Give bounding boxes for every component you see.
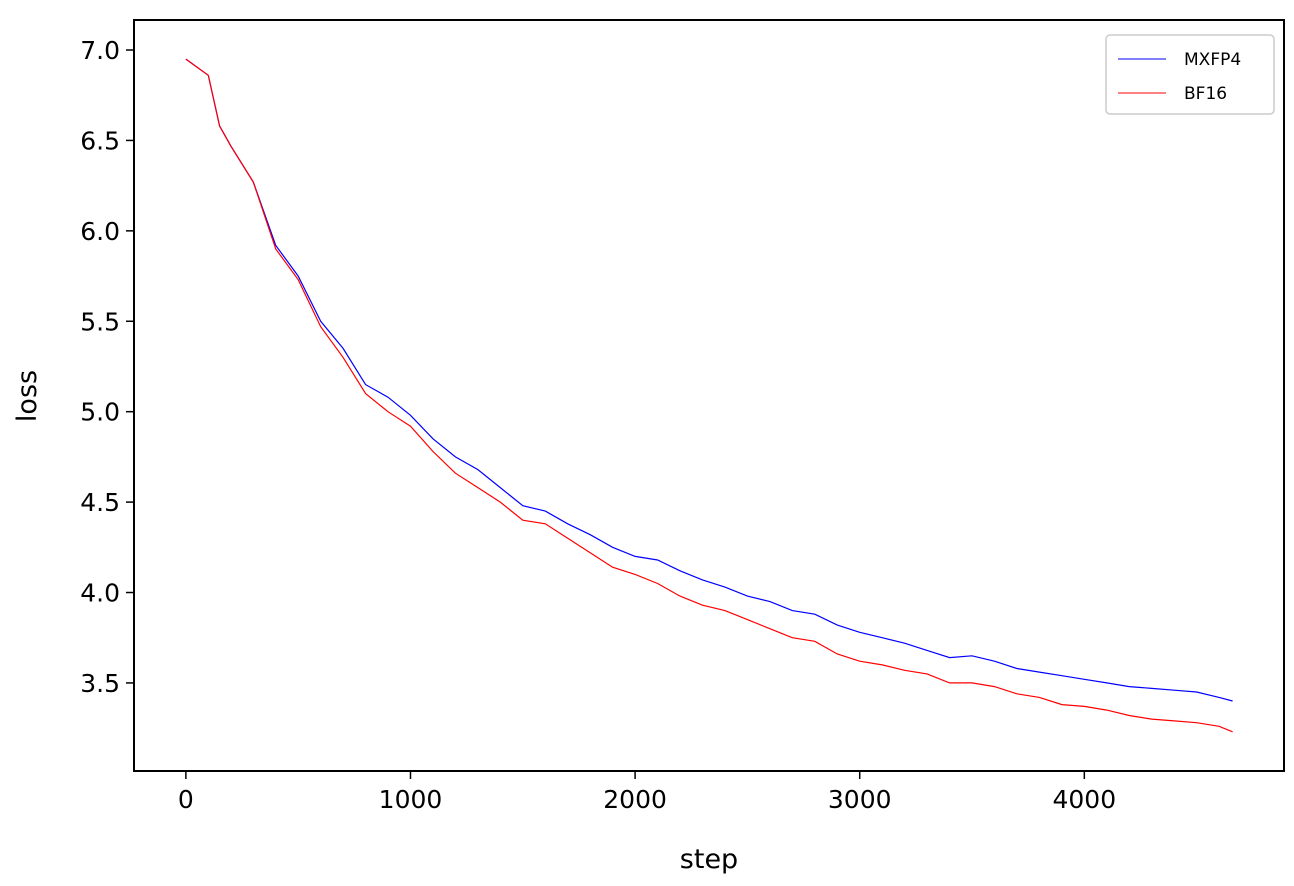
y-axis-label: loss: [12, 370, 43, 422]
y-tick-label: 5.5: [80, 307, 120, 336]
legend-box: [1105, 34, 1275, 115]
legend-label-mxfp4: MXFP4: [1184, 50, 1241, 70]
x-tick-label: 3000: [828, 785, 892, 814]
series-line-mxfp4: [185, 58, 1233, 702]
y-tick-label: 4.0: [80, 579, 120, 608]
x-tick-label: 1000: [379, 785, 443, 814]
y-tick-label: 4.5: [80, 488, 120, 517]
series-line-bf16: [185, 58, 1233, 733]
x-tick-label: 4000: [1053, 785, 1117, 814]
x-axis-label: step: [680, 844, 738, 875]
legend-label-bf16: BF16: [1184, 84, 1227, 104]
y-tick-label: 7.0: [80, 36, 120, 65]
y-tick-label: 3.5: [80, 669, 120, 698]
y-tick-label: 5.0: [80, 398, 120, 427]
legend: MXFP4 BF16: [1105, 34, 1275, 115]
y-tick-label: 6.0: [80, 217, 120, 246]
y-tick-label: 6.5: [80, 126, 120, 155]
x-tick-label: 0: [178, 785, 194, 814]
x-tick-label: 2000: [603, 785, 667, 814]
plot-frame: [133, 19, 1285, 772]
